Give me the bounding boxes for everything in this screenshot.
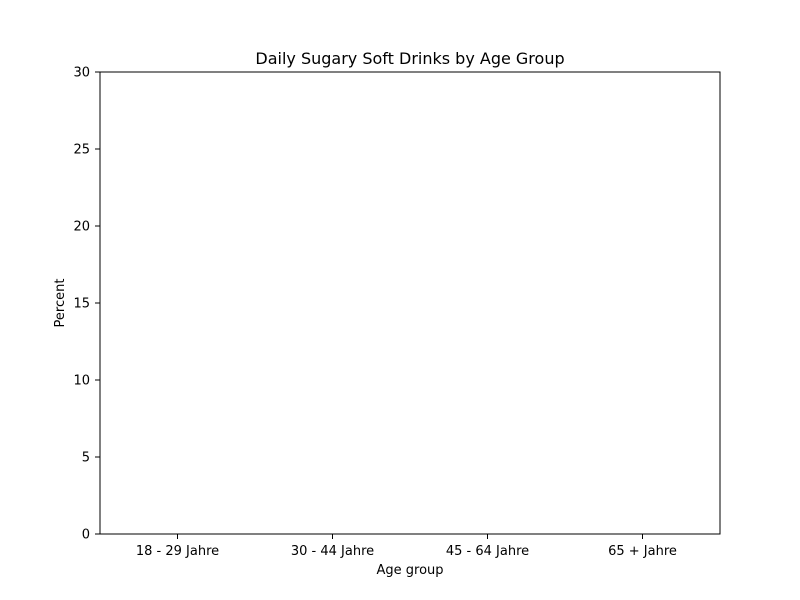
y-tick-label: 5 — [82, 451, 90, 466]
y-tick-label: 25 — [73, 143, 90, 158]
y-axis: 0 5 10 15 20 25 30 — [73, 66, 100, 543]
y-tick-label: 30 — [73, 66, 90, 81]
x-tick-label: 45 - 64 Jahre — [446, 544, 529, 559]
y-tick-label: 0 — [82, 528, 90, 543]
x-tick-label: 18 - 29 Jahre — [136, 544, 219, 559]
chart-title: Daily Sugary Soft Drinks by Age Group — [255, 49, 564, 68]
x-tick-label: 30 - 44 Jahre — [291, 544, 374, 559]
x-tick-label: 65 + Jahre — [608, 544, 677, 559]
x-axis: 18 - 29 Jahre 30 - 44 Jahre 45 - 64 Jahre 6… — [136, 534, 677, 559]
y-tick-label: 15 — [73, 297, 90, 312]
y-axis-label: Percent — [53, 279, 68, 328]
plot-area — [99, 71, 721, 535]
y-tick-label: 10 — [73, 374, 90, 389]
y-tick-label: 20 — [73, 220, 90, 235]
x-axis-label: Age group — [376, 563, 443, 578]
plot-frame — [99, 71, 721, 535]
